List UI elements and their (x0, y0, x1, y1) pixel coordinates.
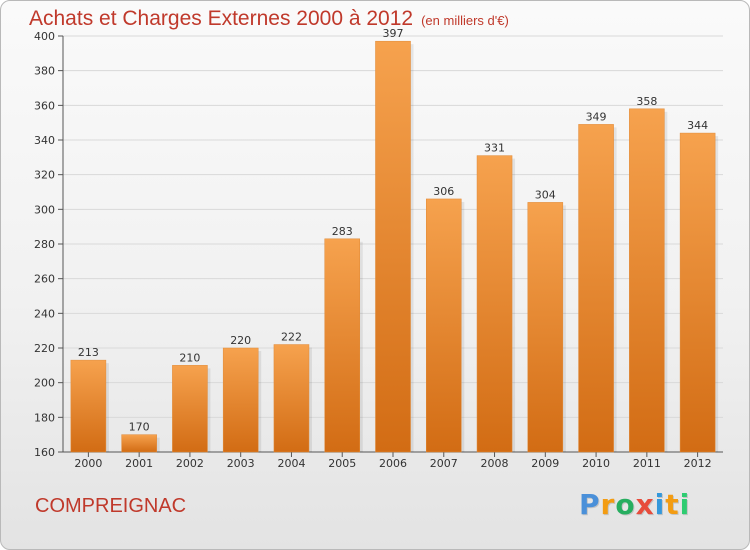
data-label: 306 (433, 185, 454, 198)
logo-letter: i (679, 488, 691, 521)
x-tick-label: 2011 (633, 457, 661, 470)
bars (70, 40, 719, 453)
logo-letter: i (654, 488, 666, 521)
data-label: 358 (636, 95, 657, 108)
x-tick-label: 2003 (227, 457, 255, 470)
x-tick-label: 2005 (328, 457, 356, 470)
data-label: 349 (586, 110, 607, 123)
data-label: 222 (281, 331, 302, 344)
data-label: 397 (383, 27, 404, 40)
x-tick-label: 2008 (481, 457, 509, 470)
y-tick-label: 360 (34, 99, 55, 112)
logo-letter: o (615, 488, 636, 521)
logo-letter: t (665, 488, 680, 521)
chart-title: Achats et Charges Externes 2000 à 2012 (e… (29, 7, 509, 31)
x-tick-label: 2006 (379, 457, 407, 470)
y-tick-label: 340 (34, 134, 55, 147)
bar (679, 132, 716, 453)
bar (629, 108, 665, 453)
y-tick-label: 280 (34, 238, 55, 251)
y-tick-label: 240 (34, 307, 55, 320)
commune-name: COMPREIGNAC (35, 495, 187, 517)
bar (172, 365, 208, 453)
data-label: 344 (687, 119, 708, 132)
y-tick-label: 400 (34, 30, 55, 43)
bar (121, 434, 157, 453)
y-tick-label: 160 (34, 446, 55, 459)
x-tick-label: 2007 (430, 457, 458, 470)
y-tick-label: 260 (34, 273, 55, 286)
bar (273, 344, 310, 453)
x-tick-label: 2009 (531, 457, 559, 470)
y-tick-label: 220 (34, 342, 55, 355)
data-label: 170 (129, 421, 150, 434)
y-tick-label: 380 (34, 65, 55, 78)
chart-title-text: Achats et Charges Externes 2000 à 2012 (29, 7, 414, 30)
y-tick-label: 300 (34, 203, 55, 216)
bar (527, 202, 564, 453)
data-label: 304 (535, 188, 556, 201)
y-tick-label: 200 (34, 377, 55, 390)
data-label: 283 (332, 225, 353, 238)
x-tick-label: 2000 (74, 457, 102, 470)
logo-letter: x (635, 488, 655, 521)
data-label: 220 (230, 334, 251, 347)
logo-letter: r (600, 488, 616, 521)
x-tick-label: 2004 (277, 457, 305, 470)
x-tick-label: 2001 (125, 457, 153, 470)
bar (70, 359, 107, 453)
bar (578, 124, 614, 453)
chart-subtitle: (en milliers d'€) (421, 13, 509, 28)
bar (375, 40, 411, 453)
proxiti-logo: Proxiti (579, 488, 690, 521)
x-tick-label: 2012 (684, 457, 712, 470)
bar (222, 347, 259, 453)
bar (476, 155, 513, 453)
x-tick-label: 2010 (582, 457, 610, 470)
bar (324, 238, 360, 453)
logo-letter: P (579, 488, 601, 521)
x-tick-label: 2002 (176, 457, 204, 470)
bar (426, 198, 462, 453)
data-label: 213 (78, 346, 99, 359)
labels: 160 180 200 220 240 260 280 300 320 340 360 380 400 2… (34, 27, 712, 470)
data-label: 210 (179, 351, 200, 364)
y-tick-label: 180 (34, 411, 55, 424)
data-label: 331 (484, 142, 505, 155)
y-tick-label: 320 (34, 169, 55, 182)
